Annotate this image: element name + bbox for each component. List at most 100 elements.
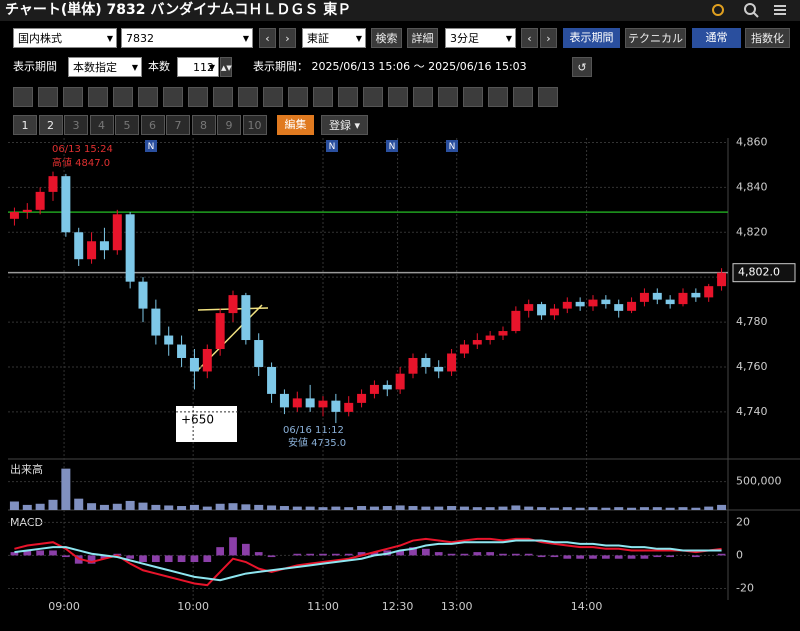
tool-button[interactable]: [138, 87, 158, 107]
candle-body: [344, 402, 354, 412]
code-input[interactable]: 7832: [121, 28, 253, 49]
tab[interactable]: 7: [166, 115, 190, 135]
detail-button[interactable]: 詳細: [407, 28, 438, 48]
x-tick-label: 12:30: [382, 600, 414, 613]
tool-button[interactable]: [363, 87, 383, 107]
tab[interactable]: 9: [217, 115, 241, 135]
count-input[interactable]: 112: [177, 57, 219, 78]
tool-button[interactable]: [188, 87, 208, 107]
prev-button[interactable]: ‹: [521, 28, 538, 48]
period-mode-select[interactable]: 本数指定: [68, 57, 142, 78]
tab[interactable]: 2: [38, 115, 63, 135]
candle-body: [627, 301, 637, 311]
candle-body: [369, 384, 379, 394]
period-button[interactable]: 表示期間: [563, 28, 620, 48]
tab[interactable]: 8: [191, 115, 216, 135]
macd-histogram: [614, 555, 623, 559]
technical-button[interactable]: テクニカル: [625, 28, 686, 48]
volume-bar: [228, 503, 238, 510]
tool-button[interactable]: [313, 87, 333, 107]
volume-bar: [691, 507, 701, 510]
macd-histogram: [692, 555, 700, 558]
volume-bar: [61, 468, 71, 510]
macd-histogram: [10, 552, 19, 556]
tool-button[interactable]: [213, 87, 233, 107]
reset-button[interactable]: ↺: [572, 57, 592, 77]
tool-button[interactable]: [63, 87, 83, 107]
news-marker-box: [145, 140, 157, 152]
candle-body: [99, 241, 109, 251]
next-button[interactable]: ›: [540, 28, 557, 48]
candle-body: [421, 357, 431, 367]
candle-body: [498, 331, 508, 336]
annotation: 高値 4847.0: [52, 156, 110, 169]
search-button[interactable]: 検索: [371, 28, 402, 48]
volume-bar: [652, 507, 662, 510]
tool-button[interactable]: [113, 87, 133, 107]
macd-histogram: [23, 550, 32, 556]
volume-bar: [202, 506, 212, 510]
tab[interactable]: 10: [242, 115, 267, 135]
macd-histogram: [396, 550, 404, 556]
tab[interactable]: 5: [115, 115, 139, 135]
tool-button[interactable]: [388, 87, 408, 107]
tool-button[interactable]: [538, 87, 558, 107]
candle-body: [292, 398, 302, 408]
volume-bar: [318, 507, 328, 510]
tool-button[interactable]: [263, 87, 283, 107]
tool-button[interactable]: [163, 87, 183, 107]
tab[interactable]: 1: [13, 115, 37, 135]
candle-body: [228, 295, 238, 314]
spin-button[interactable]: ▲▼: [220, 57, 232, 77]
macd-histogram: [254, 552, 263, 556]
tool-button[interactable]: [38, 87, 58, 107]
tool-button[interactable]: [288, 87, 308, 107]
next-button[interactable]: ›: [279, 28, 296, 48]
tool-button[interactable]: [463, 87, 483, 107]
x-tick-label: 14:00: [571, 600, 603, 613]
tool-button[interactable]: [513, 87, 533, 107]
volume-bar: [498, 506, 508, 510]
macd-histogram: [190, 555, 199, 563]
market-select[interactable]: 国内株式: [13, 28, 117, 49]
index-button[interactable]: 指数化: [745, 28, 790, 48]
volume-bar: [704, 506, 714, 510]
exchange-select[interactable]: 東証: [302, 28, 366, 49]
candle-body: [202, 349, 212, 372]
macd-histogram: [242, 543, 250, 556]
volume-bar: [177, 506, 187, 510]
interval-select[interactable]: 3分足: [445, 28, 516, 49]
tool-button[interactable]: [238, 87, 258, 107]
y-tick-label: 4,780: [736, 315, 768, 328]
window-icons[interactable]: [708, 2, 796, 18]
candle-body: [575, 301, 585, 307]
news-marker: N: [449, 142, 456, 152]
tab[interactable]: 3: [64, 115, 88, 135]
tab[interactable]: 6: [140, 115, 165, 135]
tool-button[interactable]: [13, 87, 33, 107]
volume-bar: [305, 506, 315, 510]
tool-button[interactable]: [413, 87, 433, 107]
prev-button[interactable]: ‹: [259, 28, 276, 48]
macd-histogram: [512, 553, 520, 556]
tool-button[interactable]: [88, 87, 108, 107]
candle-body: [549, 308, 559, 316]
edit-button[interactable]: 編集: [277, 115, 314, 135]
register-button[interactable]: 登録 ▾: [321, 115, 368, 135]
tool-button[interactable]: [438, 87, 458, 107]
volume-bar: [331, 506, 341, 510]
y-tick-label: 4,760: [736, 360, 768, 373]
tool-button[interactable]: [488, 87, 508, 107]
volume-bar: [279, 506, 289, 510]
news-marker: N: [148, 142, 155, 152]
normal-button[interactable]: 通常: [692, 28, 741, 48]
volume-bar: [434, 506, 444, 510]
candle-body: [588, 299, 598, 307]
candle-body: [35, 191, 45, 210]
macd-histogram: [473, 552, 482, 556]
y-tick-label: 500,000: [736, 475, 782, 488]
volume-bar: [472, 507, 482, 510]
macd-histogram: [486, 552, 494, 556]
tab[interactable]: 4: [89, 115, 114, 135]
tool-button[interactable]: [338, 87, 358, 107]
